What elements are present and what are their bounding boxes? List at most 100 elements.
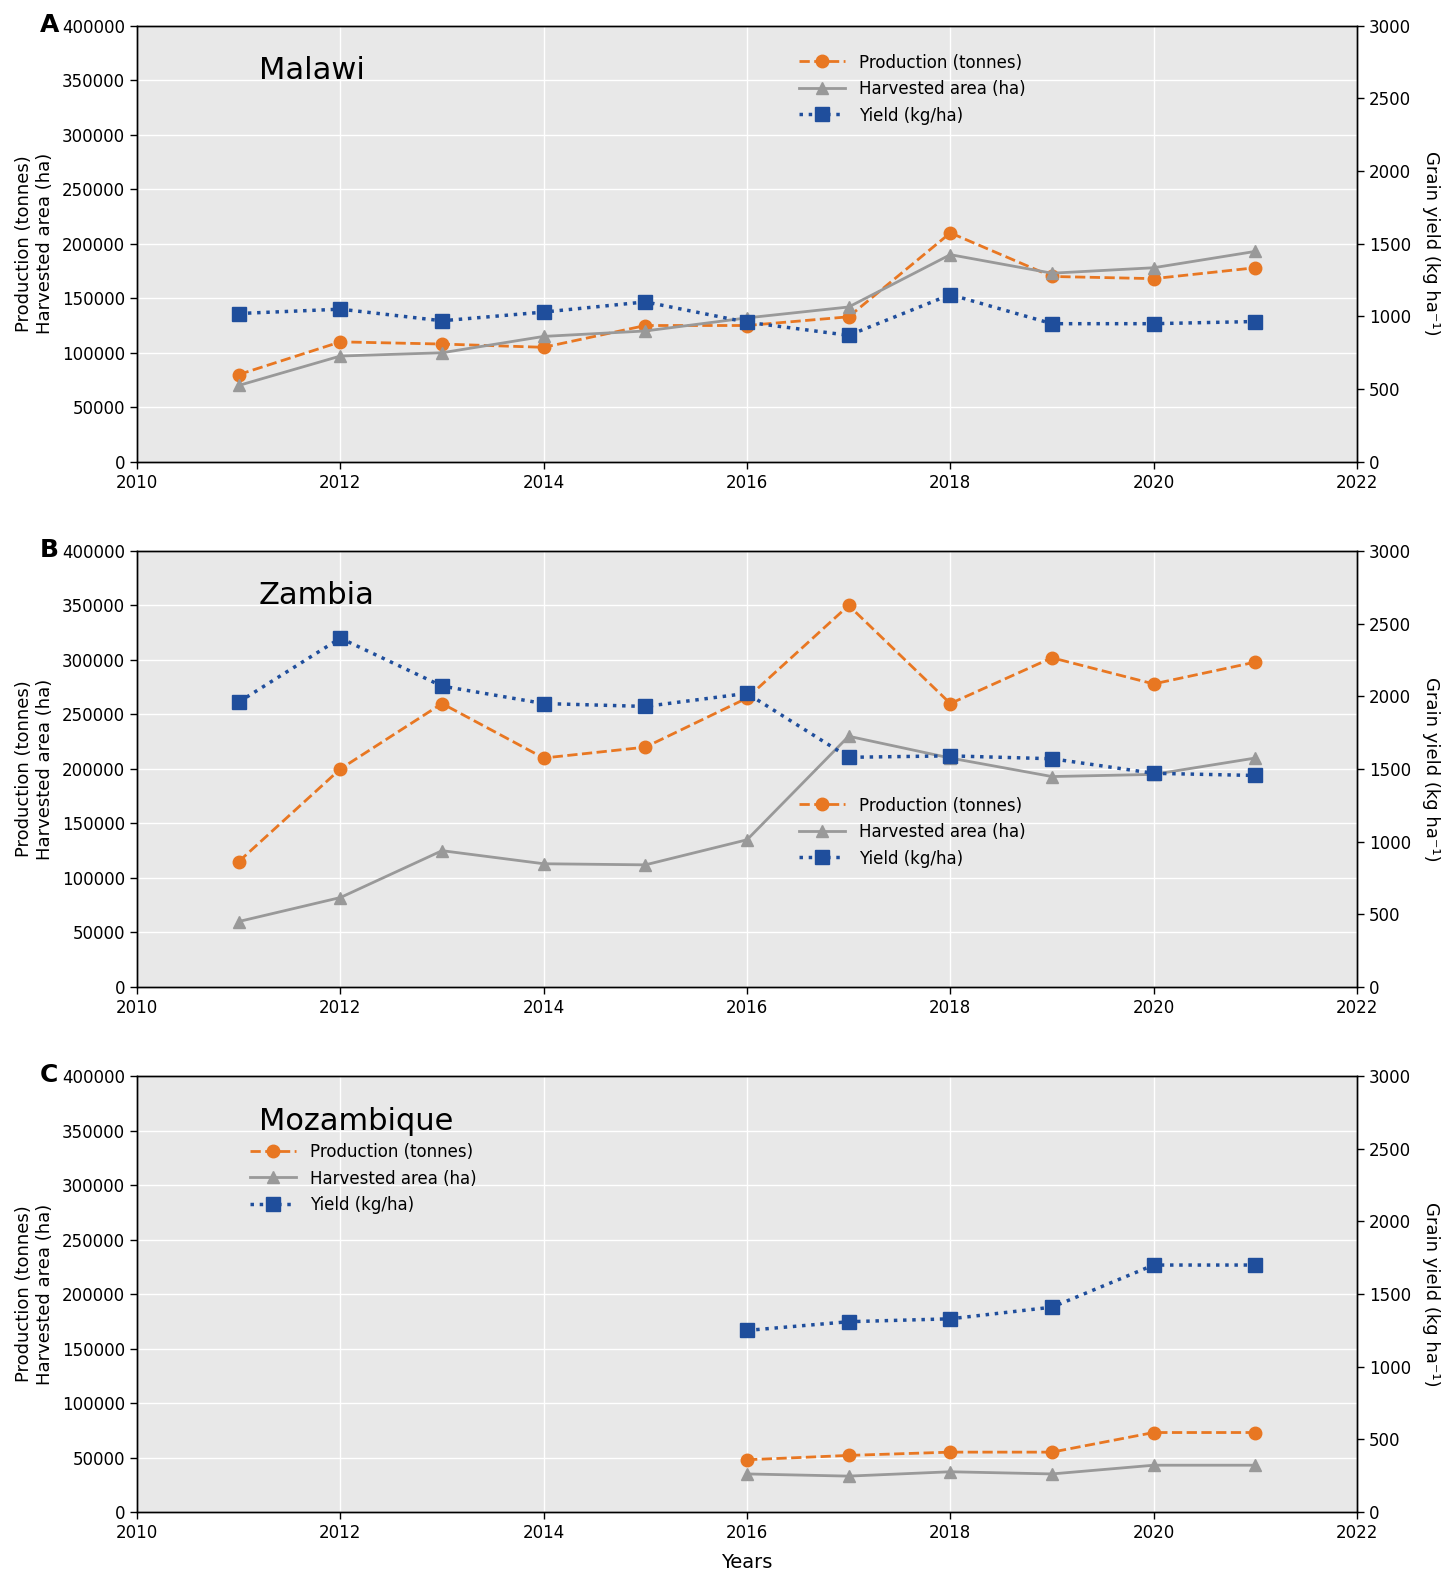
Harvested area (ha): [941, 749, 959, 768]
Harvested area (ha): [738, 308, 755, 327]
Yield (kg/ha): [535, 694, 553, 713]
Line: Harvested area (ha): Harvested area (ha): [741, 1458, 1261, 1482]
Yield (kg/ha): [1145, 763, 1163, 782]
Text: A: A: [39, 13, 58, 37]
Harvested area (ha): [1043, 767, 1061, 786]
Yield (kg/ha): [1043, 749, 1061, 768]
Line: Yield (kg/ha): Yield (kg/ha): [741, 1258, 1263, 1338]
Harvested area (ha): [1043, 263, 1061, 282]
Yield (kg/ha): [738, 1320, 755, 1339]
Yield (kg/ha): [941, 286, 959, 305]
Production (tonnes): [230, 852, 247, 871]
Harvested area (ha): [1145, 765, 1163, 784]
Text: Zambia: Zambia: [259, 581, 375, 611]
Yield (kg/ha): [1043, 1298, 1061, 1317]
Production (tonnes): [941, 224, 959, 243]
Production (tonnes): [1043, 647, 1061, 667]
Yield (kg/ha): [840, 747, 857, 767]
Production (tonnes): [1043, 1443, 1061, 1462]
Production (tonnes): [1247, 1424, 1264, 1443]
Harvested area (ha): [434, 343, 451, 362]
Harvested area (ha): [1145, 1455, 1163, 1474]
Production (tonnes): [738, 689, 755, 708]
Production (tonnes): [941, 694, 959, 713]
Harvested area (ha): [738, 1465, 755, 1484]
Production (tonnes): [1043, 267, 1061, 286]
Line: Harvested area (ha): Harvested area (ha): [233, 730, 1261, 928]
Harvested area (ha): [1247, 749, 1264, 768]
Harvested area (ha): [840, 1466, 857, 1485]
Yield (kg/ha): [738, 313, 755, 332]
Production (tonnes): [1145, 674, 1163, 694]
Production (tonnes): [941, 1443, 959, 1462]
Production (tonnes): [535, 338, 553, 357]
Line: Yield (kg/ha): Yield (kg/ha): [231, 287, 1263, 343]
Harvested area (ha): [1247, 241, 1264, 260]
Yield (kg/ha): [1145, 1255, 1163, 1274]
Yield (kg/ha): [637, 697, 655, 716]
Production (tonnes): [434, 694, 451, 713]
Production (tonnes): [332, 332, 349, 351]
Yield (kg/ha): [230, 305, 247, 324]
Harvested area (ha): [941, 244, 959, 263]
Production (tonnes): [840, 308, 857, 327]
Harvested area (ha): [332, 889, 349, 908]
Harvested area (ha): [840, 727, 857, 746]
Harvested area (ha): [941, 1462, 959, 1481]
Production (tonnes): [332, 760, 349, 779]
Harvested area (ha): [637, 322, 655, 341]
Yield (kg/ha): [738, 684, 755, 703]
Production (tonnes): [535, 749, 553, 768]
Y-axis label: Production (tonnes)
Harvested area (ha): Production (tonnes) Harvested area (ha): [15, 678, 54, 860]
Production (tonnes): [1145, 1424, 1163, 1443]
Legend: Production (tonnes), Harvested area (ha), Yield (kg/ha): Production (tonnes), Harvested area (ha)…: [243, 1136, 483, 1220]
Line: Production (tonnes): Production (tonnes): [233, 600, 1261, 868]
Yield (kg/ha): [1043, 314, 1061, 333]
Yield (kg/ha): [1145, 314, 1163, 333]
Yield (kg/ha): [535, 303, 553, 322]
Production (tonnes): [434, 335, 451, 354]
Yield (kg/ha): [840, 325, 857, 344]
Text: Malawi: Malawi: [259, 56, 365, 86]
Line: Yield (kg/ha): Yield (kg/ha): [231, 632, 1263, 782]
Yield (kg/ha): [434, 676, 451, 695]
Harvested area (ha): [840, 297, 857, 316]
Harvested area (ha): [434, 841, 451, 860]
Harvested area (ha): [1145, 259, 1163, 278]
X-axis label: Years: Years: [722, 1554, 773, 1573]
Production (tonnes): [840, 1446, 857, 1465]
Harvested area (ha): [637, 855, 655, 874]
Legend: Production (tonnes), Harvested area (ha), Yield (kg/ha): Production (tonnes), Harvested area (ha)…: [792, 48, 1032, 132]
Harvested area (ha): [230, 376, 247, 395]
Production (tonnes): [230, 365, 247, 384]
Production (tonnes): [1145, 270, 1163, 289]
Yield (kg/ha): [941, 746, 959, 765]
Yield (kg/ha): [1247, 1255, 1264, 1274]
Yield (kg/ha): [1247, 767, 1264, 786]
Production (tonnes): [1247, 259, 1264, 278]
Legend: Production (tonnes), Harvested area (ha), Yield (kg/ha): Production (tonnes), Harvested area (ha)…: [792, 790, 1032, 874]
Production (tonnes): [637, 738, 655, 757]
Production (tonnes): [637, 316, 655, 335]
Yield (kg/ha): [332, 628, 349, 647]
Harvested area (ha): [1043, 1465, 1061, 1484]
Line: Production (tonnes): Production (tonnes): [233, 227, 1261, 381]
Production (tonnes): [1247, 652, 1264, 671]
Production (tonnes): [738, 316, 755, 335]
Yield (kg/ha): [941, 1309, 959, 1328]
Harvested area (ha): [230, 913, 247, 932]
Y-axis label: Production (tonnes)
Harvested area (ha): Production (tonnes) Harvested area (ha): [15, 1203, 54, 1385]
Text: Mozambique: Mozambique: [259, 1106, 454, 1136]
Y-axis label: Production (tonnes)
Harvested area (ha): Production (tonnes) Harvested area (ha): [15, 152, 54, 335]
Yield (kg/ha): [434, 311, 451, 330]
Line: Production (tonnes): Production (tonnes): [741, 1427, 1261, 1466]
Y-axis label: Grain yield (kg ha⁻¹): Grain yield (kg ha⁻¹): [1422, 1201, 1440, 1387]
Yield (kg/ha): [1247, 313, 1264, 332]
Harvested area (ha): [535, 854, 553, 873]
Harvested area (ha): [332, 346, 349, 365]
Line: Harvested area (ha): Harvested area (ha): [233, 244, 1261, 392]
Text: C: C: [39, 1063, 58, 1087]
Yield (kg/ha): [840, 1312, 857, 1331]
Harvested area (ha): [738, 830, 755, 849]
Text: B: B: [39, 538, 58, 562]
